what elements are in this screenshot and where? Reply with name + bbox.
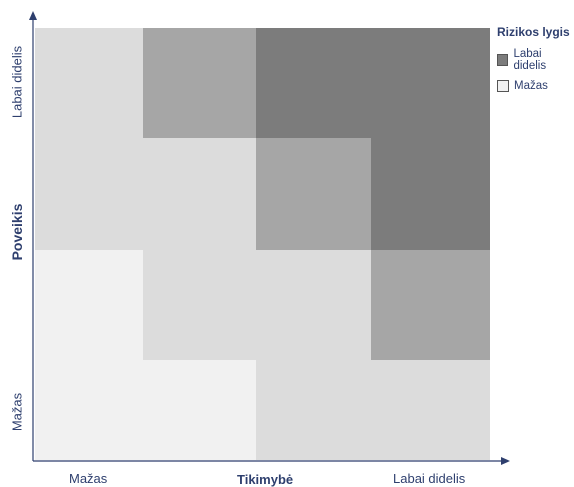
matrix-cell-r4-c1 (35, 360, 143, 460)
matrix-cell-r4-c3 (256, 360, 371, 460)
x-axis-low-label: Mažas (69, 471, 108, 486)
y-axis-low-label: Mažas (9, 392, 25, 432)
y-axis-high-label: Labai didelis (9, 45, 25, 119)
legend-swatch-low (497, 80, 509, 92)
legend-title: Rizikos lygis (497, 25, 570, 39)
legend-item-low: Mažas (497, 80, 574, 92)
x-axis-high-label: Labai didelis (393, 471, 466, 486)
legend: Rizikos lygis Labai didelis Mažas (497, 25, 574, 100)
legend-label-low: Mažas (514, 80, 548, 92)
matrix-cell-r3-c3 (256, 250, 371, 360)
matrix-cell-r3-c1 (35, 250, 143, 360)
matrix-cell-r1-c1 (35, 28, 143, 138)
matrix-cell-r1-c4 (371, 28, 490, 138)
matrix-cell-r1-c3 (256, 28, 371, 138)
legend-item-high: Labai didelis (497, 48, 574, 72)
matrix-cell-r1-c2 (143, 28, 256, 138)
matrix-cell-r4-c4 (371, 360, 490, 460)
matrix-cell-r2-c4 (371, 138, 490, 250)
legend-swatch-high (497, 54, 509, 66)
matrix-cell-r3-c4 (371, 250, 490, 360)
matrix-cell-r2-c3 (256, 138, 371, 250)
matrix-cell-r4-c2 (143, 360, 256, 460)
legend-label-high: Labai didelis (513, 48, 547, 72)
matrix-cell-r2-c2 (143, 138, 256, 250)
x-axis-title: Tikimybė (237, 472, 294, 487)
y-axis-title: Poveikis (9, 203, 25, 261)
matrix-cell-r2-c1 (35, 138, 143, 250)
matrix-grid (35, 28, 490, 460)
matrix-cell-r3-c2 (143, 250, 256, 360)
x-axis-arrow (501, 457, 510, 465)
y-axis-arrow (29, 11, 37, 20)
